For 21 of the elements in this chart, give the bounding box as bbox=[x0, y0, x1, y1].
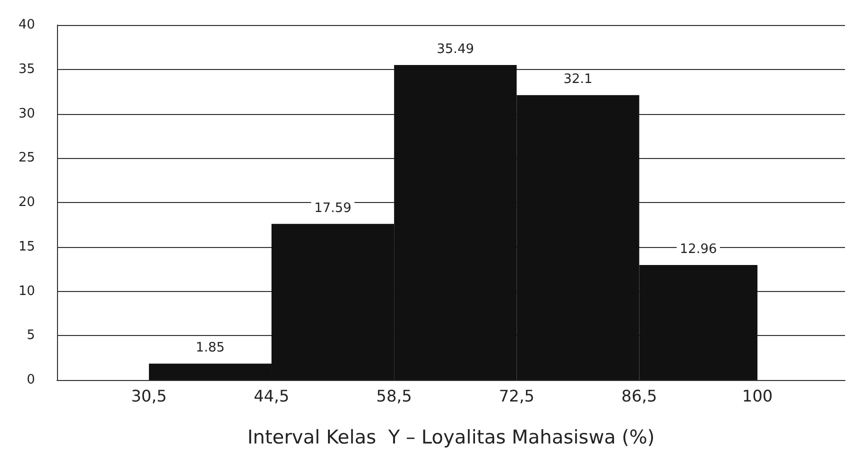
x-tick-label: 100 bbox=[742, 386, 773, 406]
x-tick-label: 72,5 bbox=[498, 386, 534, 406]
y-tick-label: 40 bbox=[18, 18, 35, 32]
data-label: 32.1 bbox=[563, 72, 592, 88]
y-tick-label: 0 bbox=[26, 372, 35, 388]
data-label: 35.49 bbox=[436, 42, 474, 58]
x-tick-label: 44,5 bbox=[254, 386, 290, 406]
x-axis-title: Interval Kelas Y – Loyalitas Mahasiswa (%) bbox=[247, 426, 655, 448]
y-tick-label: 5 bbox=[26, 328, 35, 344]
y-tick-label: 25 bbox=[18, 150, 35, 166]
y-tick-label: 30 bbox=[18, 106, 35, 122]
data-label: 12.96 bbox=[680, 242, 717, 257]
y-tick-label: 20 bbox=[18, 195, 35, 210]
data-label: 1.85 bbox=[196, 340, 225, 356]
x-tick-label: 86,5 bbox=[621, 386, 658, 406]
x-tick-label: 30,5 bbox=[131, 386, 167, 406]
data-label: 17.59 bbox=[314, 200, 352, 216]
y-tick-label: 10 bbox=[18, 284, 35, 299]
y-tick-label: 15 bbox=[18, 239, 35, 254]
y-tick-label: 35 bbox=[18, 62, 35, 77]
x-tick-label: 58,5 bbox=[376, 386, 412, 406]
